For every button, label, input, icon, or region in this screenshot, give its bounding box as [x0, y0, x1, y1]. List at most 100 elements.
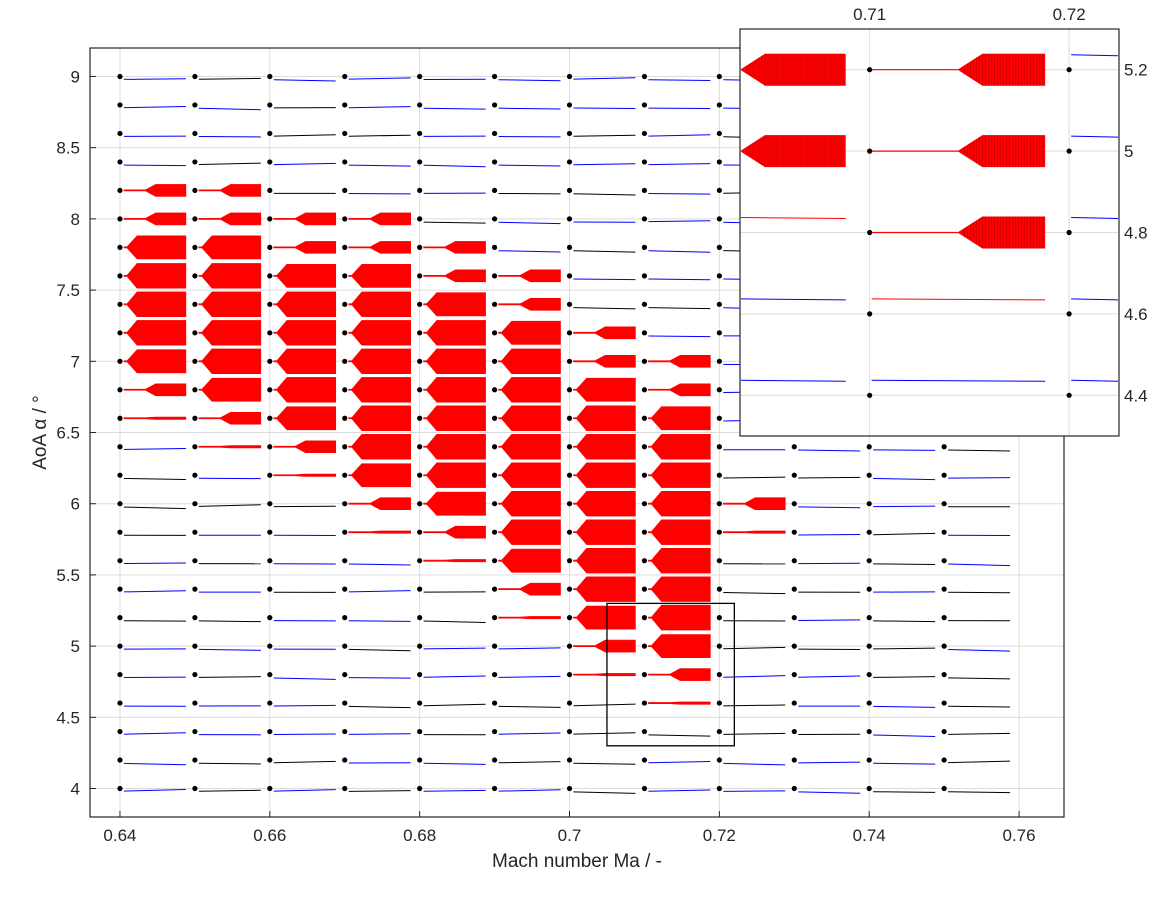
- y-tick-label: 8.5: [56, 139, 80, 158]
- grid-point: [342, 472, 348, 478]
- grid-point: [417, 728, 423, 735]
- lco-trace: [723, 497, 786, 511]
- response-trace: [423, 221, 486, 224]
- grid-point: [641, 159, 648, 165]
- grid-point: [566, 415, 573, 421]
- grid-point: [566, 615, 573, 621]
- grid-point: [791, 444, 797, 450]
- grid-point: [641, 130, 648, 137]
- grid-point: [641, 102, 648, 108]
- response-trace: [873, 563, 936, 566]
- response-trace: [273, 162, 336, 166]
- grid-point: [267, 785, 273, 792]
- response-trace: [423, 620, 486, 624]
- grid-point: [641, 757, 648, 763]
- grid-point: [566, 358, 573, 364]
- grid-point: [716, 472, 722, 478]
- grid-point: [117, 216, 123, 222]
- grid-point: [866, 615, 872, 621]
- grid-point: [417, 159, 423, 165]
- y-tick-label: 8: [71, 210, 80, 229]
- grid-point: [117, 273, 123, 279]
- grid-point: [342, 330, 348, 336]
- grid-point: [641, 728, 648, 735]
- grid-point: [117, 785, 123, 792]
- grid-point: [192, 301, 198, 307]
- lco-trace: [498, 320, 561, 345]
- grid-point: [566, 444, 573, 450]
- grid-point: [716, 387, 722, 393]
- response-trace: [798, 791, 861, 794]
- inset-traces: [740, 53, 1119, 382]
- response-trace: [498, 647, 561, 650]
- grid-point: [566, 671, 573, 678]
- grid-point: [267, 501, 273, 507]
- main-ticks: 0.64 0.66 0.68 0.7 0.72 0.74 0.76 4 4.5 5 5.5 6 6.5 7…: [56, 67, 1035, 845]
- grid-point: [342, 643, 348, 649]
- lco-trace: [273, 291, 337, 318]
- y-tick-label: 7.5: [56, 281, 80, 300]
- grid-point: [866, 586, 872, 592]
- response-trace: [873, 532, 936, 536]
- grid-point: [417, 586, 423, 592]
- grid-point: [342, 501, 348, 507]
- grid-point: [192, 102, 198, 108]
- lco-trace: [273, 377, 337, 403]
- grid-point: [417, 73, 423, 80]
- lco-trace: [573, 605, 636, 630]
- response-trace: [573, 278, 636, 281]
- lco-trace: [498, 348, 561, 374]
- response-trace: [798, 476, 861, 479]
- grid-point: [342, 415, 348, 421]
- response-trace: [123, 106, 186, 109]
- response-trace: [573, 193, 636, 196]
- grid-point: [117, 187, 123, 194]
- grid-point: [192, 586, 198, 592]
- grid-point: [417, 643, 423, 649]
- grid-point: [491, 757, 498, 763]
- inset-grid-point: [1066, 67, 1072, 73]
- inset-chart: 0.71 0.72 4.4 4.6 4.8 5 5.2: [739, 5, 1148, 437]
- lco-trace: [573, 639, 636, 653]
- grid-point: [566, 301, 573, 307]
- grid-point: [192, 130, 198, 137]
- lco-trace: [123, 416, 187, 420]
- lco-trace: [423, 491, 486, 516]
- lco-trace: [423, 269, 486, 283]
- inset-lco-trace: [871, 216, 1046, 249]
- inset-response-trace: [1071, 135, 1119, 138]
- response-trace: [498, 705, 561, 708]
- grid-point: [941, 529, 947, 535]
- lco-trace: [423, 241, 486, 254]
- response-trace: [273, 760, 336, 764]
- lco-trace: [423, 320, 486, 346]
- grid-point: [641, 586, 648, 592]
- response-trace: [723, 476, 786, 479]
- grid-point: [491, 159, 498, 165]
- response-trace: [798, 534, 861, 536]
- response-trace: [498, 164, 561, 167]
- grid-point: [941, 671, 947, 678]
- lco-trace: [498, 548, 561, 573]
- grid-point: [566, 330, 573, 336]
- response-trace: [198, 676, 261, 678]
- grid-point: [641, 643, 648, 649]
- grid-point: [866, 757, 872, 763]
- grid-point: [641, 187, 648, 194]
- response-trace: [498, 761, 561, 764]
- y-tick-label: 6: [71, 495, 80, 514]
- grid-point: [941, 558, 947, 564]
- grid-point: [192, 415, 198, 421]
- response-trace: [423, 703, 486, 707]
- grid-point: [117, 358, 123, 364]
- grid-point: [192, 757, 198, 763]
- grid-point: [641, 301, 648, 307]
- response-trace: [123, 789, 186, 792]
- lco-trace: [198, 235, 262, 260]
- y-tick-label: 4: [71, 780, 80, 799]
- lco-trace: [423, 462, 486, 488]
- response-trace: [873, 676, 936, 678]
- y-axis-label: AoA α / °: [30, 395, 51, 470]
- grid-point: [791, 728, 797, 735]
- lco-trace: [498, 377, 561, 403]
